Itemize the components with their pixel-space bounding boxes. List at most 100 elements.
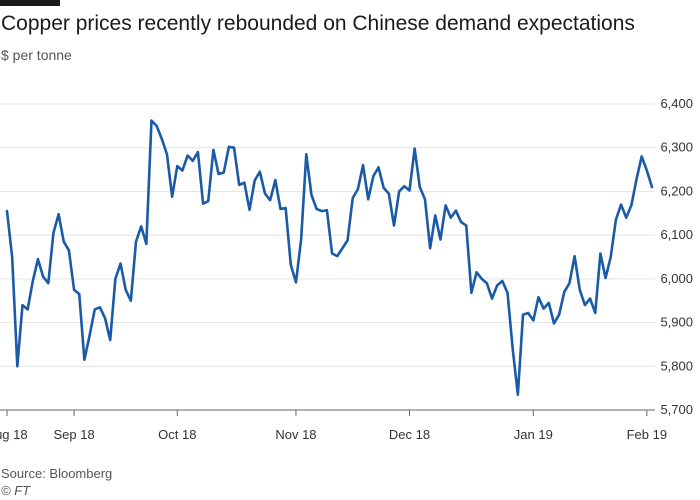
data-point	[579, 289, 581, 291]
data-point	[253, 179, 255, 181]
data-point	[109, 339, 111, 341]
source-note: Source: Bloomberg	[1, 466, 113, 481]
copyright-note: © FT	[1, 483, 31, 498]
x-tick-label: Feb 19	[627, 427, 667, 442]
data-point	[568, 282, 570, 284]
y-axis-tick-labels: 5,700 5,800 5,900 6,000 6,100 6,200 6,300 6,400	[660, 96, 693, 417]
data-point	[429, 247, 431, 249]
data-point	[16, 365, 18, 367]
data-point	[73, 289, 75, 291]
data-point	[537, 296, 539, 298]
data-point	[393, 224, 395, 226]
data-point	[207, 200, 209, 202]
data-point	[161, 138, 163, 140]
data-point	[150, 119, 152, 121]
data-point	[99, 306, 101, 308]
data-point	[527, 312, 529, 314]
data-point	[104, 317, 106, 319]
brand-top-bar	[0, 0, 60, 6]
data-point	[279, 208, 281, 210]
data-point	[486, 282, 488, 284]
data-point	[357, 188, 359, 190]
data-point	[32, 280, 34, 282]
data-point	[233, 147, 235, 149]
data-point	[434, 214, 436, 216]
data-point	[78, 293, 80, 295]
data-point	[284, 207, 286, 209]
data-point	[290, 264, 292, 266]
data-point	[274, 179, 276, 181]
data-point	[563, 291, 565, 293]
data-point	[52, 232, 54, 234]
data-point	[346, 239, 348, 241]
x-tick-label: Aug 18	[0, 427, 28, 442]
data-point	[377, 166, 379, 168]
line-chart: 5,700 5,800 5,900 6,000 6,100 6,200 6,300 6,400…	[0, 96, 693, 442]
y-tick-label: 5,900	[660, 315, 693, 330]
data-point	[625, 216, 627, 218]
data-point	[651, 186, 653, 188]
y-tick-label: 6,300	[660, 140, 693, 155]
data-point	[336, 255, 338, 257]
y-tick-label: 5,700	[660, 402, 693, 417]
data-point	[367, 198, 369, 200]
data-point	[511, 348, 513, 350]
data-point	[450, 216, 452, 218]
data-point	[243, 181, 245, 183]
data-point	[398, 190, 400, 192]
data-point	[372, 175, 374, 177]
y-tick-label: 6,000	[660, 271, 693, 286]
data-point	[197, 151, 199, 153]
data-point	[522, 314, 524, 316]
data-point	[21, 304, 23, 306]
data-point	[88, 334, 90, 336]
data-point	[315, 208, 317, 210]
data-point	[166, 153, 168, 155]
data-point	[300, 238, 302, 240]
data-point	[124, 289, 126, 291]
data-point	[594, 312, 596, 314]
data-point	[413, 147, 415, 149]
data-point	[506, 292, 508, 294]
data-point	[310, 194, 312, 196]
data-point	[599, 252, 601, 254]
data-point	[114, 278, 116, 280]
copper-price-line	[5, 119, 654, 396]
data-point	[42, 275, 44, 277]
data-point	[171, 195, 173, 197]
data-point	[352, 197, 354, 199]
y-tick-label: 6,200	[660, 183, 693, 198]
data-point	[403, 185, 405, 187]
series-layer	[5, 119, 654, 396]
x-tick-label: Oct 18	[158, 427, 196, 442]
data-point	[341, 247, 343, 249]
chart-title: Copper prices recently rebounded on Chin…	[1, 12, 635, 35]
data-point	[542, 307, 544, 309]
data-point	[615, 219, 617, 221]
x-axis-tick-labels: Aug 18 Sep 18 Oct 18 Nov 18 Dec 18 Jan 19 Feb …	[0, 427, 667, 442]
data-point	[11, 256, 13, 258]
y-tick-label: 5,800	[660, 358, 693, 373]
data-point	[295, 281, 297, 283]
data-point	[640, 155, 642, 157]
chart-subtitle: $ per tonne	[1, 47, 72, 63]
data-point	[589, 297, 591, 299]
data-point	[465, 224, 467, 226]
data-point	[481, 278, 483, 280]
x-axis	[0, 409, 655, 416]
data-point	[382, 187, 384, 189]
data-point	[424, 198, 426, 200]
data-point	[630, 204, 632, 206]
data-point	[83, 359, 85, 361]
data-point	[439, 238, 441, 240]
data-point	[181, 169, 183, 171]
data-point	[362, 164, 364, 166]
grid-lines	[0, 103, 655, 367]
data-point	[604, 277, 606, 279]
data-point	[491, 297, 493, 299]
data-point	[470, 292, 472, 294]
data-point	[558, 314, 560, 316]
data-point	[419, 186, 421, 188]
data-point	[501, 280, 503, 282]
data-point	[305, 153, 307, 155]
